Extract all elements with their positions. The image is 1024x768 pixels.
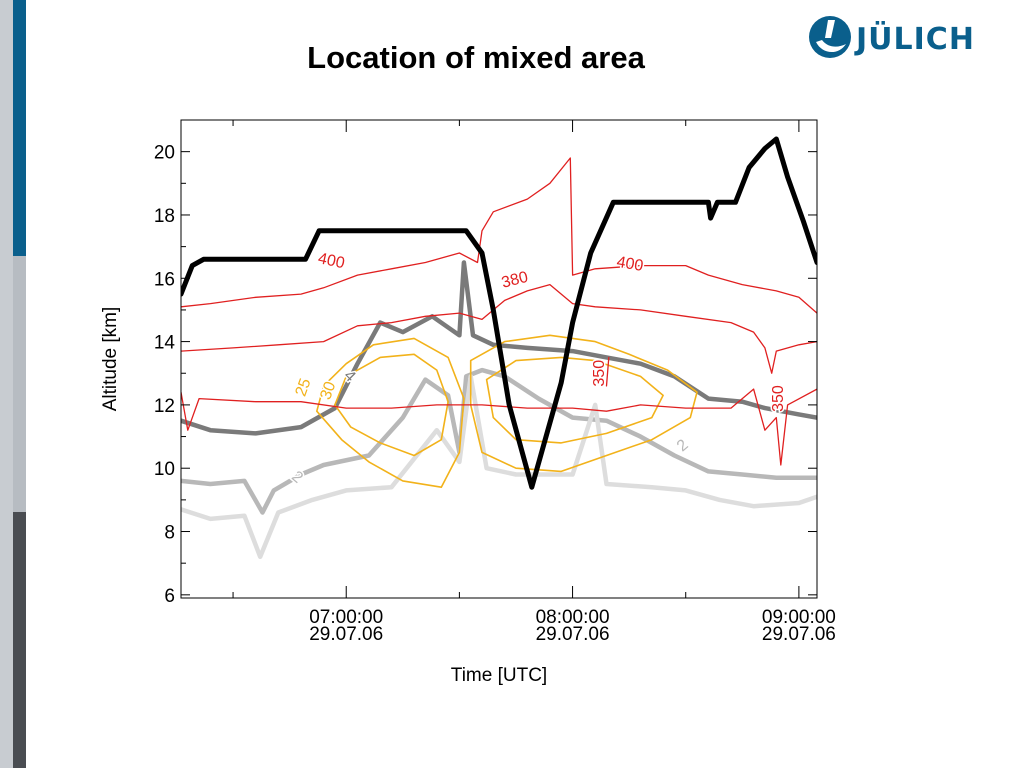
slide-title: Location of mixed area bbox=[307, 40, 645, 75]
sidebar-stripe-gray bbox=[13, 256, 26, 512]
series-ozone-contour-10 bbox=[469, 334, 698, 473]
y-tick-label-14: 14 bbox=[154, 333, 176, 354]
series-isentrope-2 bbox=[181, 283, 817, 374]
contour-label-4: 350 bbox=[770, 385, 787, 412]
plot-frame bbox=[180, 119, 818, 599]
series-ozone-contour-9 bbox=[334, 353, 449, 457]
x-tick-label-time-0: 07:00:00 bbox=[309, 607, 383, 628]
x-tick-label-date-0: 29.07.06 bbox=[309, 624, 383, 645]
x-tick-label-time-2: 09:00:00 bbox=[762, 607, 836, 628]
y-axis-label: Altitude [km] bbox=[100, 307, 121, 412]
sidebar-stripe-dark bbox=[13, 512, 26, 768]
series-isentrope-fragment-4 bbox=[605, 356, 610, 387]
julich-logo: JÜLICH bbox=[808, 14, 974, 62]
x-axis-label: Time [UTC] bbox=[451, 665, 547, 686]
y-tick-label-16: 16 bbox=[154, 269, 175, 290]
series-mixing-contour-7 bbox=[181, 374, 817, 560]
y-tick-label-12: 12 bbox=[154, 396, 175, 417]
y-tick-label-8: 8 bbox=[164, 523, 175, 544]
julich-logo-icon bbox=[809, 16, 851, 58]
y-tick-label-6: 6 bbox=[164, 586, 175, 607]
series-flight-altitude-0 bbox=[181, 136, 817, 490]
x-tick-label-date-2: 29.07.06 bbox=[762, 624, 836, 645]
series-layer bbox=[181, 136, 817, 560]
y-tick-label-20: 20 bbox=[154, 143, 175, 164]
axis-layer: 6810121416182007:00:0029.07.0608:00:0029… bbox=[154, 119, 836, 645]
x-tick-label-date-1: 29.07.06 bbox=[536, 624, 610, 645]
sidebar-stripe-blue bbox=[13, 0, 26, 256]
series-ozone-contour-8 bbox=[316, 337, 465, 488]
y-tick-label-18: 18 bbox=[154, 206, 175, 227]
julich-logo-text: JÜLICH bbox=[856, 22, 975, 57]
series-isentrope-1 bbox=[181, 157, 817, 314]
contour-label-3: 350 bbox=[591, 360, 608, 387]
x-tick-label-time-1: 08:00:00 bbox=[536, 607, 610, 628]
series-isentrope-3 bbox=[181, 388, 817, 466]
y-tick-label-10: 10 bbox=[154, 459, 175, 480]
series-mixing-contour-5 bbox=[181, 260, 817, 436]
sidebar-edge bbox=[0, 0, 13, 768]
